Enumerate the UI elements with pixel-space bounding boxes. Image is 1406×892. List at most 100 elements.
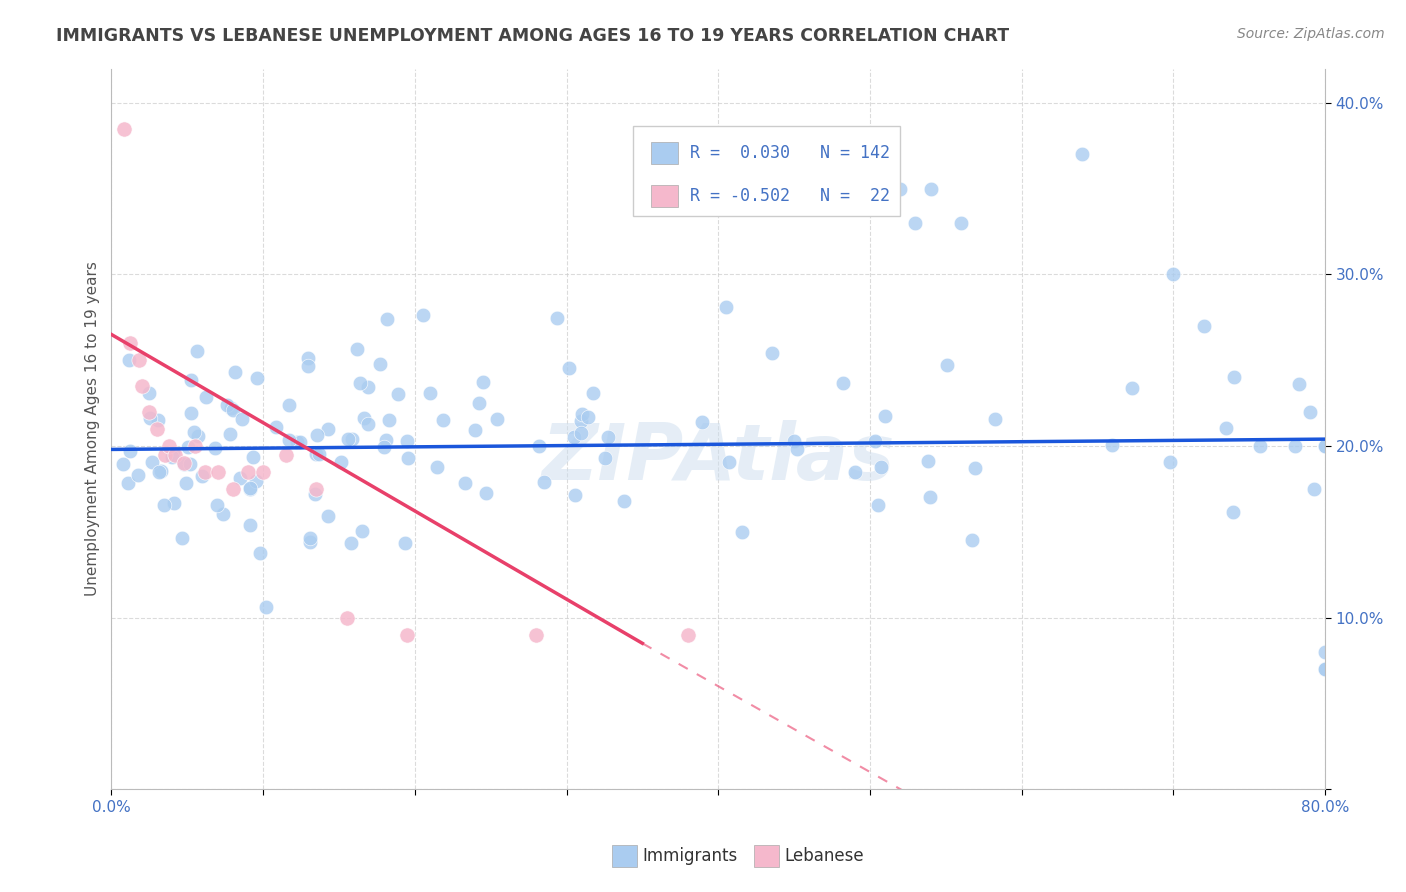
Text: Lebanese: Lebanese	[785, 847, 865, 865]
Point	[1159, 455, 1181, 469]
Point	[184, 439, 207, 453]
Point	[387, 387, 409, 401]
Point	[204, 441, 226, 455]
Point	[242, 450, 264, 465]
Point	[357, 380, 380, 394]
Point	[524, 628, 547, 642]
Point	[290, 435, 312, 450]
Point	[118, 336, 141, 351]
Text: IMMIGRANTS VS LEBANESE UNEMPLOYMENT AMONG AGES 16 TO 19 YEARS CORRELATION CHART: IMMIGRANTS VS LEBANESE UNEMPLOYMENT AMON…	[56, 27, 1010, 45]
Point	[112, 121, 135, 136]
Point	[297, 359, 319, 373]
Point	[1071, 147, 1094, 161]
Point	[378, 413, 401, 427]
Point	[190, 469, 212, 483]
Point	[889, 181, 911, 195]
Point	[1313, 439, 1336, 453]
Point	[176, 476, 198, 491]
Point	[274, 448, 297, 462]
Point	[571, 407, 593, 421]
Point	[346, 343, 368, 357]
Point	[222, 482, 245, 496]
Point	[221, 401, 243, 415]
Point	[546, 310, 568, 325]
Point	[278, 434, 301, 448]
Point	[304, 487, 326, 501]
Point	[138, 385, 160, 400]
Text: R =  0.030   N = 142: R = 0.030 N = 142	[690, 144, 890, 161]
Point	[1249, 439, 1271, 453]
Point	[467, 396, 489, 410]
Point	[139, 410, 162, 425]
Point	[224, 365, 246, 379]
Point	[464, 423, 486, 437]
Point	[141, 455, 163, 469]
Point	[960, 533, 983, 548]
Point	[239, 518, 262, 533]
Point	[569, 426, 592, 441]
Point	[307, 428, 329, 442]
Point	[177, 440, 200, 454]
Point	[349, 376, 371, 390]
Text: Source: ZipAtlas.com: Source: ZipAtlas.com	[1237, 27, 1385, 41]
Point	[264, 419, 287, 434]
Point	[936, 358, 959, 372]
Point	[239, 482, 262, 496]
Point	[527, 439, 550, 453]
Point	[194, 390, 217, 404]
Point	[419, 385, 441, 400]
Point	[920, 181, 942, 195]
Point	[187, 429, 209, 443]
Point	[375, 433, 398, 447]
Point	[475, 485, 498, 500]
Point	[357, 417, 380, 431]
Point	[229, 471, 252, 485]
Bar	[651, 186, 678, 207]
Point	[714, 300, 737, 314]
Point	[412, 308, 434, 322]
Point	[394, 536, 416, 550]
Point	[165, 448, 187, 462]
Text: Immigrants: Immigrants	[643, 847, 738, 865]
Point	[917, 454, 939, 468]
Point	[212, 507, 235, 521]
Point	[148, 465, 170, 479]
Point	[1313, 645, 1336, 659]
Point	[278, 398, 301, 412]
Point	[127, 468, 149, 483]
Point	[486, 412, 509, 426]
Point	[163, 496, 186, 510]
Point	[245, 474, 267, 488]
Point	[454, 476, 477, 491]
Point	[761, 346, 783, 360]
Point	[205, 499, 228, 513]
Point	[920, 490, 942, 504]
Point	[426, 459, 449, 474]
Point	[1223, 370, 1246, 384]
Point	[831, 376, 853, 391]
Point	[1302, 483, 1324, 497]
Point	[118, 353, 141, 368]
Point	[305, 447, 328, 461]
Point	[875, 409, 897, 423]
Point	[138, 405, 160, 419]
Point	[395, 434, 418, 448]
Point	[558, 361, 581, 376]
Point	[375, 311, 398, 326]
Point	[1313, 662, 1336, 676]
Point	[472, 375, 495, 389]
Point	[249, 546, 271, 560]
Point	[329, 455, 352, 469]
Point	[222, 403, 245, 417]
Point	[153, 498, 176, 512]
Point	[1101, 438, 1123, 452]
Point	[252, 465, 274, 479]
Point	[1288, 377, 1310, 392]
Point	[564, 488, 586, 502]
Text: R = -0.502   N =  22: R = -0.502 N = 22	[690, 187, 890, 205]
Point	[613, 494, 636, 508]
Point	[299, 531, 322, 545]
Point	[254, 600, 277, 615]
Point	[179, 457, 201, 471]
Point	[298, 535, 321, 549]
